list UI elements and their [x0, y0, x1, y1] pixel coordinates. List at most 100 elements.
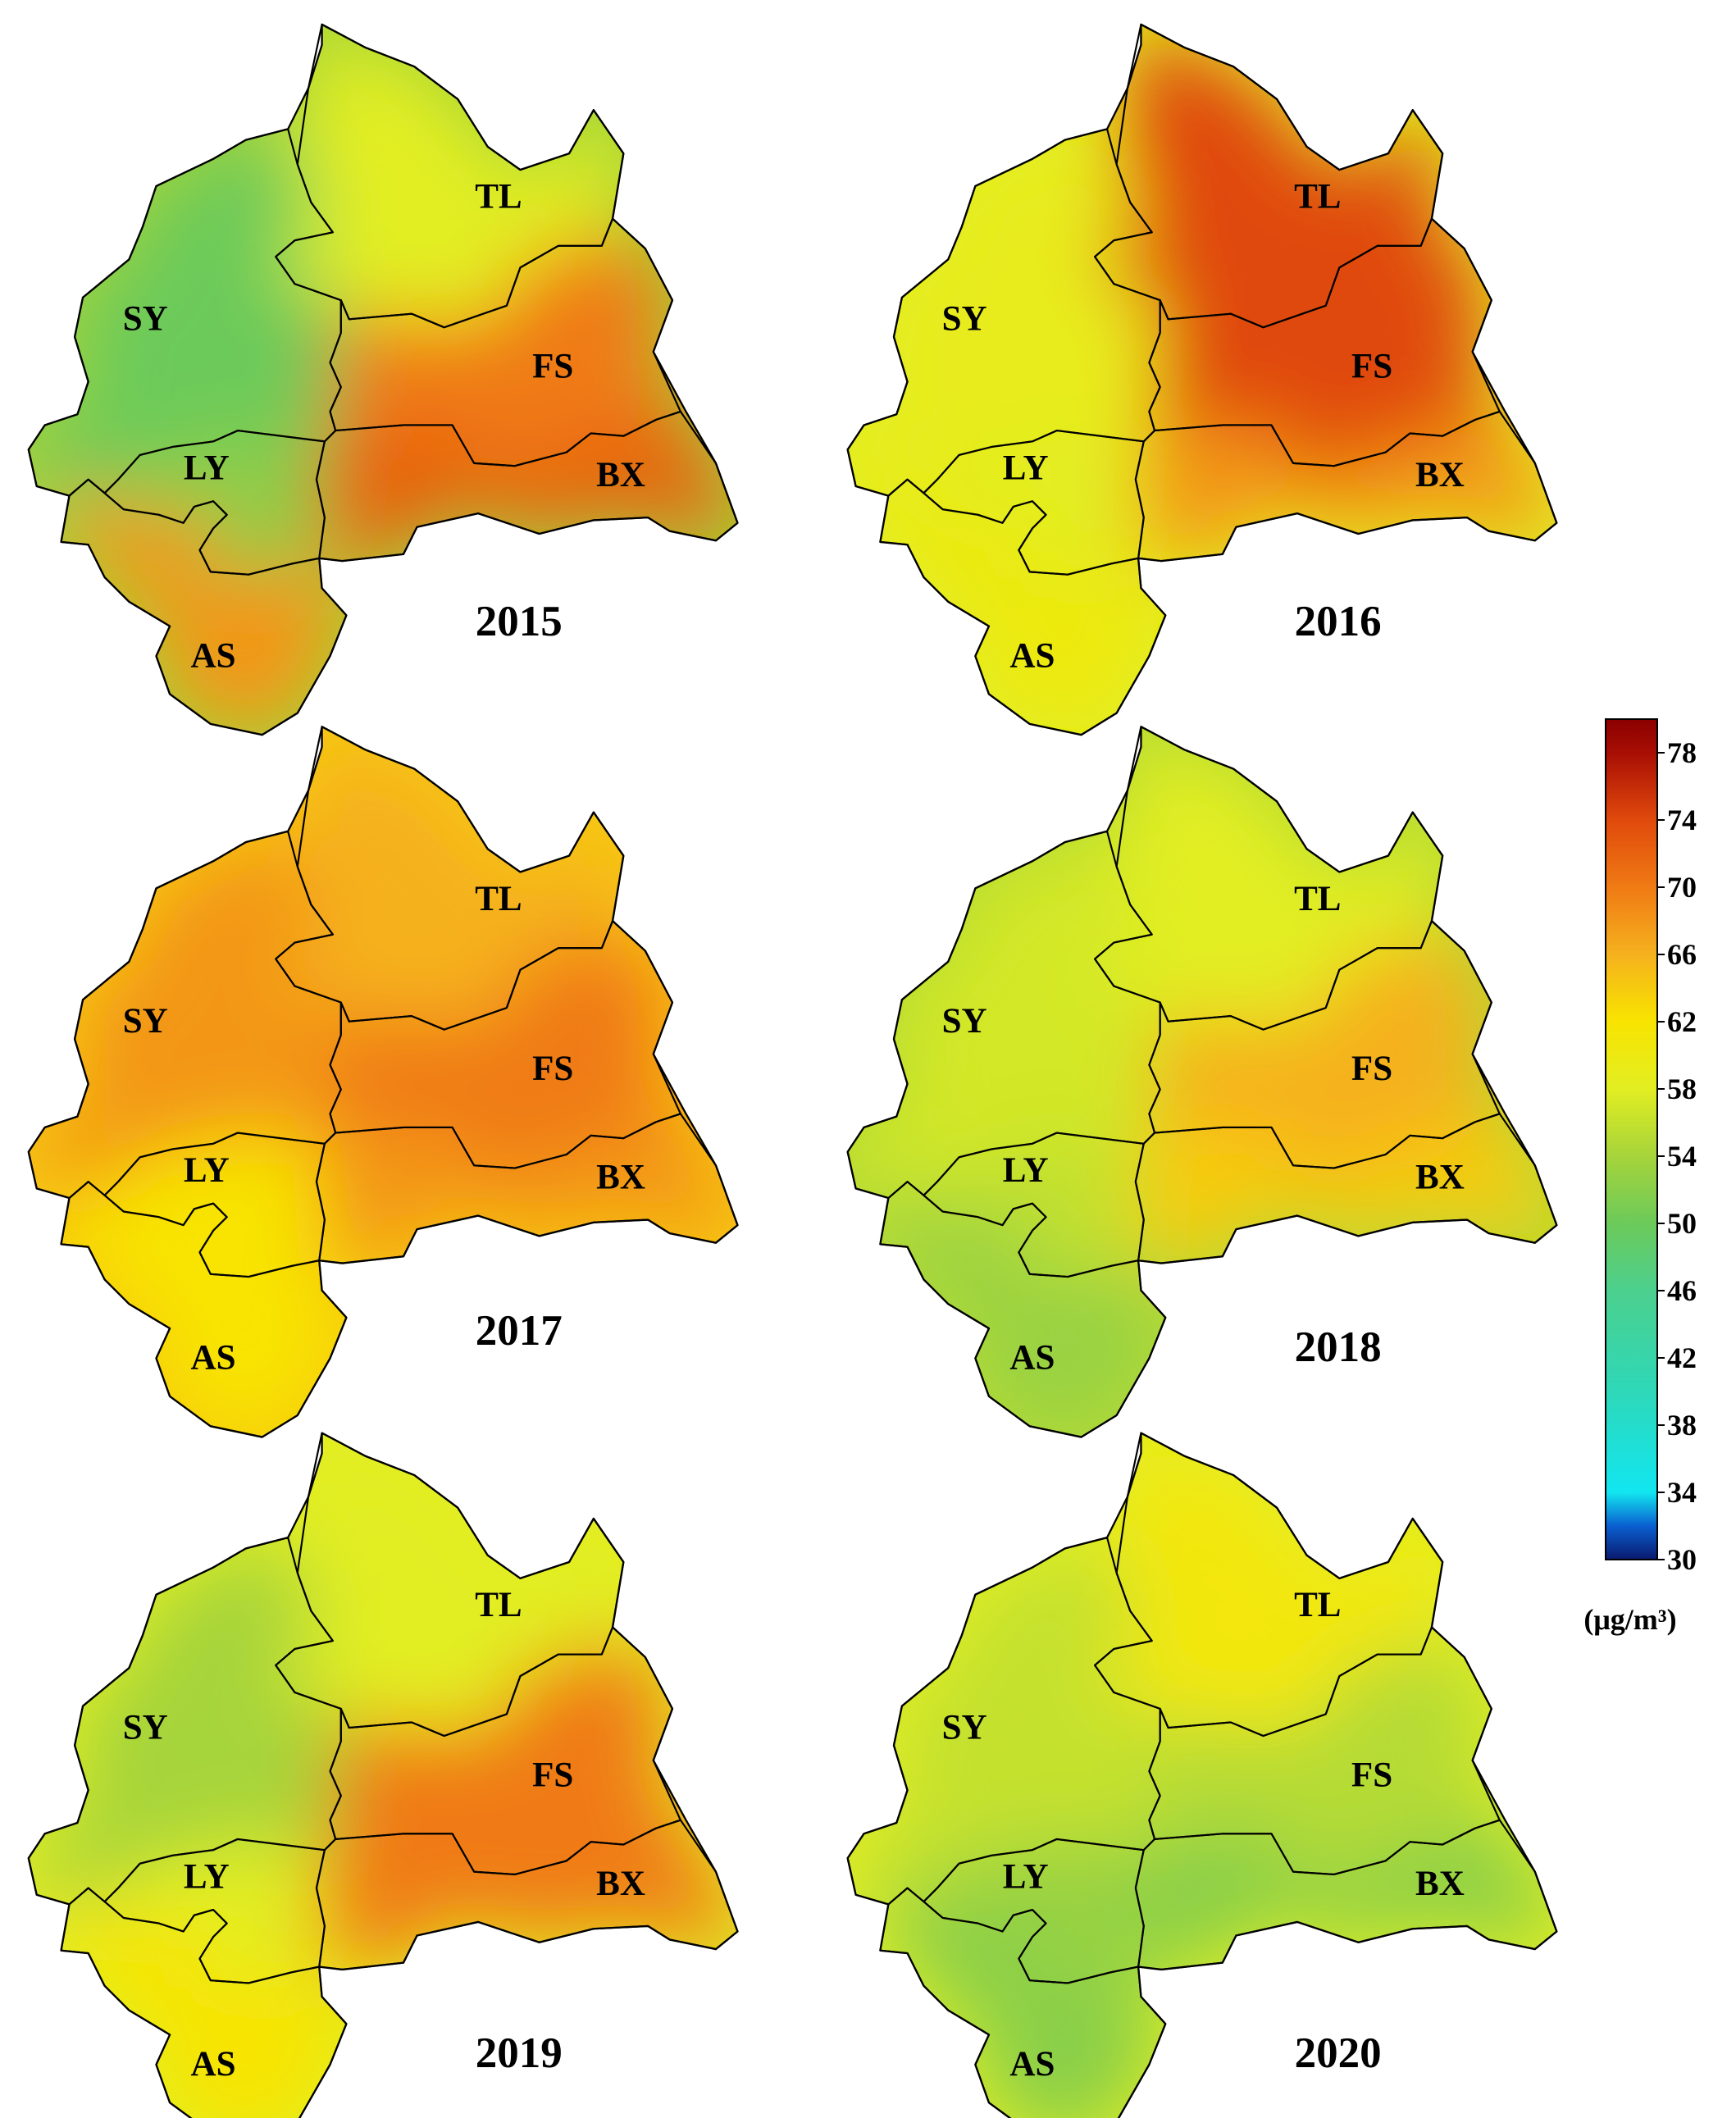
color-legend: 78 74 70 66 62 58 54 50 46 42 38 34 30 (μg/m³) [1583, 718, 1697, 1636]
region-fill-sy [847, 1537, 1160, 1905]
region-fill-sy [28, 831, 341, 1199]
map-panel-2018: TL FS BX SY LY AS 2018 [846, 726, 1558, 1438]
region-label-tl: TL [475, 880, 522, 918]
map-panel-2017: TL FS BX SY LY AS 2017 [27, 726, 739, 1438]
region-fill-as [61, 1888, 347, 2118]
legend-tick-label: 66 [1667, 938, 1697, 971]
region-label-ly: LY [184, 1151, 230, 1190]
region-label-fs: FS [532, 348, 573, 386]
year-label: 2017 [476, 1307, 563, 1355]
region-label-ly: LY [1003, 1858, 1049, 1897]
outer-boundary [846, 1432, 1558, 2118]
region-fill-tl [1095, 24, 1443, 328]
outer-boundary [27, 1432, 739, 2118]
map-panel-2019: TL FS BX SY LY AS 2019 [27, 1432, 739, 2118]
region-label-tl: TL [1294, 880, 1341, 918]
legend-tick-label: 30 [1667, 1543, 1697, 1576]
region-fill-tl [276, 24, 624, 328]
region-fill-bx [316, 1114, 738, 1264]
map-panel-2015: TL FS BX SY LY AS 2015 [27, 23, 739, 736]
region-fill-as [880, 1182, 1166, 1437]
region-fill-fs [330, 921, 681, 1168]
legend-tick-label: 46 [1667, 1274, 1697, 1307]
region-label-tl: TL [1294, 177, 1341, 216]
legend-tick-label: 50 [1667, 1207, 1697, 1240]
region-label-as: AS [191, 636, 236, 675]
region-label-bx: BX [1415, 456, 1465, 494]
legend-tick-label: 70 [1667, 871, 1697, 904]
legend-tick-label: 58 [1667, 1073, 1697, 1105]
region-fill-sy [847, 831, 1160, 1199]
outer-boundary [846, 726, 1558, 1438]
legend-tick-label: 34 [1667, 1476, 1697, 1509]
concentration-surface [28, 726, 738, 1437]
region-fill-tl [1095, 1432, 1443, 1736]
year-label: 2020 [1295, 2029, 1382, 2077]
region-label-bx: BX [596, 1865, 645, 1903]
region-label-as: AS [1009, 636, 1055, 675]
legend-tick-label: 38 [1667, 1409, 1697, 1442]
region-label-as: AS [191, 2045, 236, 2084]
map-panel-2020: TL FS BX SY LY AS 2020 [846, 1432, 1558, 2118]
region-label-fs: FS [1351, 1756, 1392, 1794]
region-label-tl: TL [475, 177, 522, 216]
outer-boundary [27, 23, 739, 736]
year-label: 2016 [1295, 598, 1382, 645]
region-label-as: AS [1009, 1339, 1055, 1378]
outer-boundary [846, 23, 1558, 736]
legend-tick-label: 42 [1667, 1341, 1697, 1374]
region-fill-tl [1095, 726, 1443, 1030]
legend-tick-label: 78 [1667, 736, 1697, 769]
legend-unit-label: (μg/m³) [1583, 1603, 1676, 1636]
year-label: 2015 [476, 598, 563, 645]
region-label-ly: LY [1003, 1151, 1049, 1190]
region-label-ly: LY [1003, 449, 1049, 488]
concentration-surface [847, 726, 1557, 1437]
region-fill-fs [330, 218, 681, 467]
region-fill-bx [316, 411, 738, 562]
region-label-sy: SY [123, 1002, 168, 1041]
concentration-surface [28, 24, 738, 736]
region-label-ly: LY [184, 1858, 230, 1897]
region-fill-sy [28, 129, 341, 496]
region-label-bx: BX [1415, 1158, 1465, 1196]
region-label-tl: TL [475, 1586, 522, 1624]
legend-tick-label: 74 [1667, 804, 1697, 836]
outer-boundary [27, 726, 739, 1438]
region-label-sy: SY [942, 1708, 987, 1747]
region-label-fs: FS [532, 1756, 573, 1794]
region-fill-fs [330, 1627, 681, 1874]
region-label-sy: SY [942, 1002, 987, 1041]
region-fill-fs [1149, 1627, 1500, 1874]
region-label-fs: FS [532, 1050, 573, 1088]
region-label-ly: LY [184, 449, 230, 488]
region-label-sy: SY [123, 300, 168, 339]
region-label-bx: BX [596, 1158, 645, 1196]
legend-tick-label: 62 [1667, 1005, 1697, 1038]
year-label: 2019 [476, 2029, 563, 2077]
region-label-sy: SY [123, 1708, 168, 1747]
year-label: 2018 [1295, 1323, 1382, 1371]
region-label-as: AS [191, 1339, 236, 1378]
region-fill-sy [28, 1537, 341, 1905]
region-fill-bx [1135, 1820, 1557, 1970]
region-fill-as [61, 479, 347, 736]
region-fill-tl [276, 1432, 624, 1736]
concentration-surface [847, 1432, 1557, 2118]
region-fill-fs [1149, 218, 1500, 467]
region-label-bx: BX [1415, 1865, 1465, 1903]
region-fill-fs [1149, 921, 1500, 1168]
region-fill-bx [1135, 1114, 1557, 1264]
region-fill-tl [276, 726, 624, 1030]
region-fill-as [880, 479, 1166, 736]
legend-tick-label: 54 [1667, 1140, 1697, 1173]
region-fill-as [880, 1888, 1166, 2118]
region-label-sy: SY [942, 300, 987, 339]
region-fill-sy [847, 129, 1160, 496]
concentration-surface [28, 1432, 738, 2118]
region-label-as: AS [1009, 2045, 1055, 2084]
region-label-tl: TL [1294, 1586, 1341, 1624]
concentration-surface [847, 24, 1557, 736]
region-fill-bx [316, 1820, 738, 1970]
